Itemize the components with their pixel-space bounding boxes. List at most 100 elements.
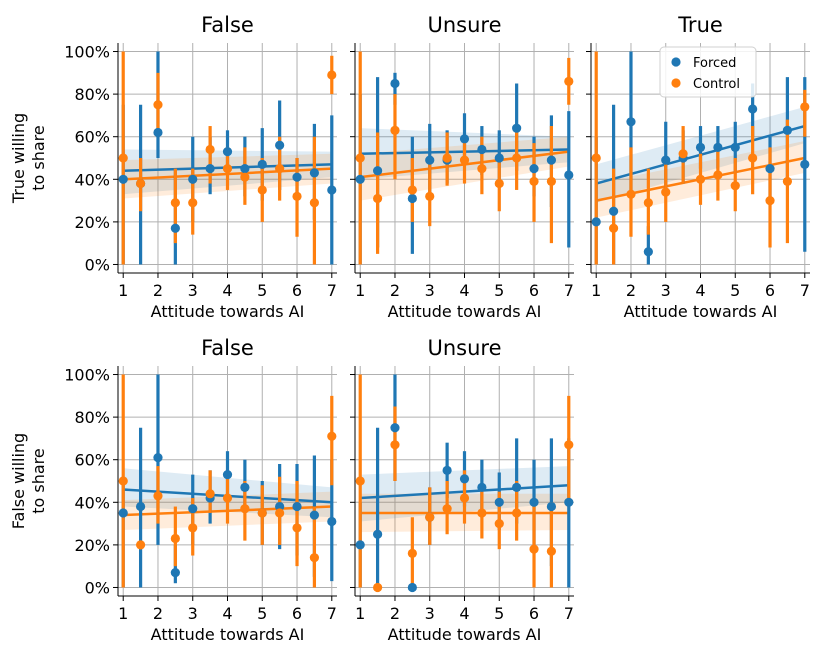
data-point-forced [170, 223, 180, 233]
data-point-forced [512, 482, 522, 492]
data-point-control [257, 508, 267, 518]
data-point-forced [477, 482, 487, 492]
data-point-forced [695, 142, 706, 152]
data-point-control [135, 178, 146, 189]
legend: Forced Control [659, 46, 757, 98]
data-point-control [425, 512, 435, 522]
data-point-forced [153, 452, 163, 463]
data-point-forced [118, 174, 128, 184]
data-point-forced [564, 497, 574, 507]
legend-marker-control [671, 78, 681, 88]
data-point-control [407, 548, 417, 559]
data-point-forced [782, 125, 793, 135]
x-tick-label: 4 [222, 281, 232, 300]
panel-title: Unsure [427, 336, 501, 360]
x-axis-label: Attitude towards AI [151, 625, 305, 644]
data-point-control [240, 504, 250, 514]
data-point-forced [546, 501, 557, 512]
x-tick-label: 5 [494, 281, 504, 300]
data-point-control [494, 178, 504, 189]
chart-panel-3: 1 2 3 4 5 6 7 0% 20% 40% 60% 80% 100% False Attitude t… [9, 336, 337, 644]
x-tick-label: 5 [257, 281, 267, 300]
data-point-forced [309, 168, 320, 178]
data-point-control [309, 553, 320, 563]
x-tick-label: 2 [626, 281, 636, 300]
chart-panel-2: 1 2 3 4 5 6 7 True Attitude towards AI Forced Cont… [586, 13, 810, 321]
x-tick-label: 2 [390, 281, 400, 300]
data-point-control [275, 508, 285, 518]
data-point-control [407, 185, 417, 195]
panel-title: False [201, 13, 254, 37]
data-point-control [459, 155, 470, 165]
x-tick-label: 1 [355, 281, 365, 300]
data-point-forced [442, 465, 452, 475]
data-point-control [512, 508, 522, 518]
data-point-control [355, 153, 365, 163]
x-tick-label: 1 [355, 604, 365, 623]
panel-title: Unsure [427, 13, 501, 37]
data-point-control [459, 493, 470, 503]
x-tick-label: 7 [564, 281, 574, 300]
data-point-forced [765, 164, 775, 174]
x-tick-label: 6 [529, 604, 539, 623]
data-point-forced [800, 159, 810, 169]
data-point-control [477, 164, 487, 174]
x-axis-label: Attitude towards AI [151, 302, 305, 321]
data-point-forced [713, 142, 723, 152]
x-tick-label: 7 [564, 604, 574, 623]
data-point-forced [170, 567, 180, 578]
legend-label-control: Control [693, 77, 740, 92]
data-point-forced [153, 127, 163, 138]
data-point-control [205, 144, 215, 155]
y-tick-label: 80% [74, 408, 110, 427]
chart-panel-4: 1 2 3 4 5 6 7 Unsure Attitude towards AI [350, 336, 574, 644]
x-axis-label: Attitude towards AI [624, 302, 778, 321]
data-point-control [442, 504, 452, 514]
data-point-control [661, 187, 671, 197]
data-point-forced [188, 504, 198, 514]
data-point-control [564, 440, 574, 450]
data-point-control [188, 198, 198, 208]
data-point-forced [608, 206, 619, 216]
data-point-control [205, 489, 215, 499]
y-tick-label: 20% [74, 213, 110, 232]
y-tick-label: 60% [74, 451, 110, 470]
data-point-control [800, 102, 810, 112]
legend-marker-forced [671, 57, 681, 67]
x-tick-label: 3 [188, 604, 198, 623]
panel-title: False [201, 336, 254, 360]
x-tick-label: 6 [529, 281, 539, 300]
data-point-forced [222, 470, 233, 480]
data-point-forced [626, 117, 636, 127]
data-point-control [477, 508, 487, 518]
x-tick-label: 1 [118, 604, 128, 623]
data-point-forced [661, 155, 671, 165]
x-axis-label: Attitude towards AI [388, 302, 542, 321]
data-point-forced [205, 164, 215, 174]
data-point-forced [546, 155, 557, 165]
data-point-forced [355, 540, 365, 550]
data-point-forced [407, 193, 417, 204]
data-point-control [678, 149, 688, 159]
y-tick-label: 0% [85, 255, 110, 274]
data-point-forced [292, 172, 302, 182]
data-point-control [390, 440, 400, 450]
data-point-forced [529, 497, 539, 507]
chart-panel-1: 1 2 3 4 5 6 7 Unsure Attitude towards AI [350, 13, 574, 321]
chart-panel-0: 1 2 3 4 5 6 7 0% 20% 40% 60% 80% 100% False Attitude t… [9, 13, 337, 321]
data-point-control [730, 181, 740, 191]
data-point-forced [188, 174, 198, 184]
data-point-forced [494, 153, 504, 163]
data-point-control [564, 76, 574, 86]
y-tick-label: 100% [64, 366, 110, 385]
data-point-control [170, 198, 180, 208]
x-tick-label: 4 [459, 281, 469, 300]
data-point-control [529, 176, 539, 187]
data-point-forced [390, 423, 400, 433]
data-point-forced [222, 147, 233, 157]
data-point-forced [240, 164, 250, 174]
data-point-forced [529, 164, 539, 174]
data-point-control [153, 491, 163, 501]
data-point-control [695, 174, 706, 184]
data-point-control [292, 523, 302, 533]
